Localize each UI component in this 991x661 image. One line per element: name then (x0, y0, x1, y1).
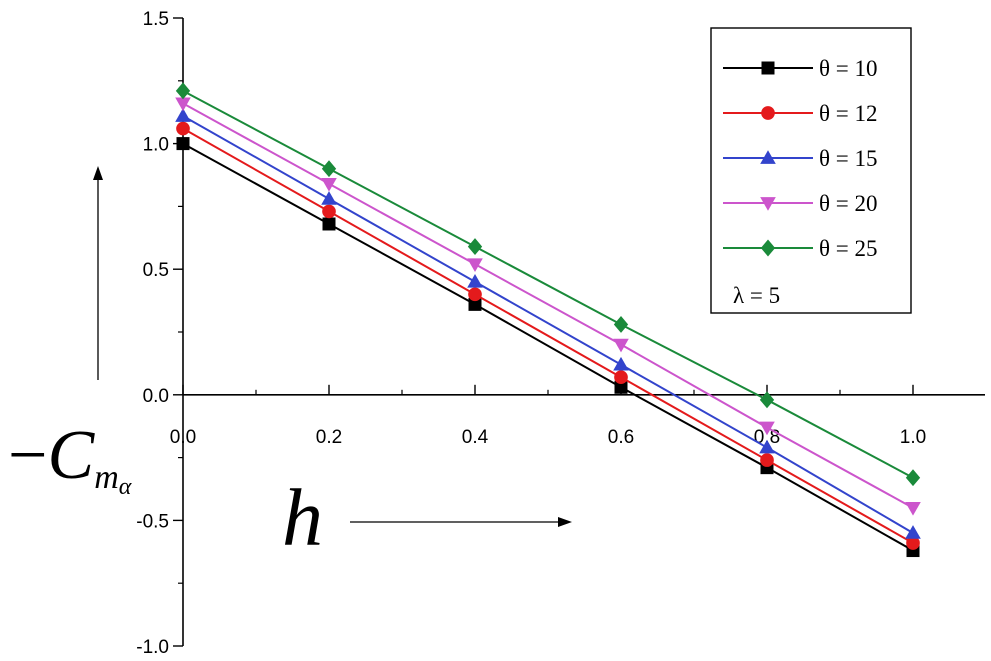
data-point (905, 525, 921, 539)
y-tick-label: 1.5 (143, 9, 169, 30)
y-tick-label: 0.5 (143, 260, 169, 281)
series-3 (175, 108, 921, 539)
data-point (905, 501, 921, 516)
series-4 (175, 97, 921, 516)
y-tick-label: -1.0 (136, 637, 169, 658)
data-point (614, 370, 628, 385)
y-axis-label-subsub: α (119, 474, 132, 500)
series-line (182, 89, 914, 479)
data-point (321, 160, 337, 178)
legend-marker (761, 106, 775, 120)
data-point (322, 204, 336, 219)
data-point (468, 297, 482, 311)
legend-marker (760, 197, 776, 211)
y-axis-label-sub: m (94, 459, 119, 496)
legend-entry-1: θ = 10 (723, 56, 878, 81)
series-2 (176, 121, 920, 550)
legend-label: θ = 25 (819, 236, 878, 261)
y-tick-label: 1.0 (143, 135, 169, 156)
legend-box (710, 27, 912, 314)
data-point (468, 287, 482, 302)
y-tick-label: -0.5 (136, 511, 169, 532)
data-point (613, 338, 629, 353)
y-axis-label-prefix: − (8, 417, 47, 494)
series-5 (175, 82, 921, 487)
data-point (175, 97, 191, 112)
data-point (176, 137, 190, 151)
legend-note: λ = 5 (733, 283, 780, 308)
axis-labels: −Cmα h (8, 166, 572, 563)
data-point (759, 421, 775, 436)
legend-label: θ = 15 (819, 146, 878, 171)
series-line (182, 142, 914, 552)
data-point (467, 258, 483, 272)
axes: 1.51.00.50.0-0.5-1.00.0 0.2 0.4 0.6 0.8 1.0 (136, 9, 985, 658)
data-point (613, 316, 629, 333)
y-axis-label-main: C (47, 417, 95, 494)
legend-entry-2: θ = 12 (723, 101, 878, 126)
series-line (182, 115, 914, 534)
data-point (321, 177, 337, 192)
x-tick-label: 0.2 (316, 427, 342, 448)
x-tick-label: 1.0 (900, 427, 926, 448)
y-label-arrowhead (93, 166, 103, 180)
data-point (175, 108, 191, 122)
legend-entry-3: θ = 15 (723, 146, 878, 171)
legend-label: θ = 12 (819, 101, 878, 126)
legend-marker (761, 61, 775, 75)
data-point (321, 191, 337, 205)
data-point (467, 273, 483, 288)
data-point (759, 439, 775, 454)
y-tick-label: 0.0 (143, 386, 169, 407)
legend-entry-4: θ = 20 (723, 191, 878, 216)
data-point (176, 121, 190, 136)
data-point (760, 453, 774, 467)
legend-label: θ = 10 (819, 56, 878, 81)
x-axis-label: h (282, 472, 323, 563)
data-point (613, 356, 629, 371)
y-axis-label: −Cmα (8, 417, 132, 500)
series-layer (175, 82, 921, 558)
x-label-arrowhead (558, 517, 572, 527)
series-line (182, 127, 914, 544)
legend-entry-5: θ = 25 (723, 236, 878, 261)
data-point (906, 536, 920, 550)
data-point (614, 380, 628, 394)
x-tick-label: 0.6 (608, 427, 634, 448)
legend-marker (760, 150, 776, 164)
legend-marker (760, 239, 776, 257)
x-tick-label: 0.4 (462, 427, 489, 448)
data-point (759, 391, 775, 409)
series-line (182, 102, 914, 509)
legend: θ = 10 θ = 12 θ = 15 θ = 20 θ = 25 λ = 5 (710, 27, 912, 314)
x-tick-label: 0.0 (170, 427, 196, 448)
data-point (322, 217, 336, 231)
legend-label: θ = 20 (819, 191, 878, 216)
data-point (175, 82, 191, 100)
data-point (467, 238, 483, 256)
data-point (905, 469, 921, 487)
